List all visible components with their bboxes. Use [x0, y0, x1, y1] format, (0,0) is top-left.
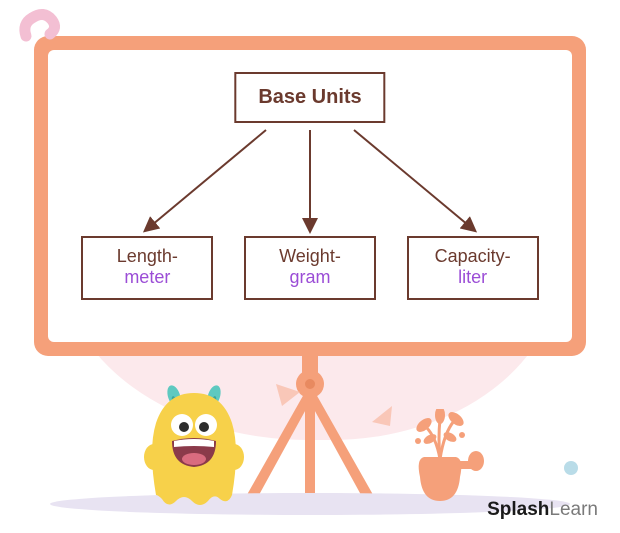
- leaf-row: Length- meter Weight- gram Capacity- lit…: [48, 236, 572, 300]
- triangle-icon: [366, 400, 396, 428]
- monster-character: [142, 379, 252, 509]
- leaf-label: Capacity-: [435, 246, 511, 266]
- leaf-unit: meter: [124, 267, 170, 287]
- leaf-node-capacity: Capacity- liter: [407, 236, 539, 300]
- leaf-node-length: Length- meter: [81, 236, 213, 300]
- brand-logo: SplashLearn: [487, 499, 598, 521]
- squiggle-icon: [18, 6, 72, 54]
- root-node: Base Units: [234, 72, 385, 123]
- tree-arrows: [48, 128, 572, 248]
- dot-icon: [564, 461, 578, 475]
- board-canvas: Base Units Length- meter Weight- gram Ca…: [48, 50, 572, 342]
- brand-part1: Splash: [487, 499, 549, 520]
- leaf-label: Weight-: [279, 246, 341, 266]
- leaf-unit: liter: [458, 267, 487, 287]
- brand-part2: Learn: [549, 499, 598, 520]
- leaf-node-weight: Weight- gram: [244, 236, 376, 300]
- leaf-unit: gram: [289, 267, 330, 287]
- root-label: Base Units: [258, 86, 361, 108]
- triangle-icon: [272, 380, 304, 410]
- plant-icon: [396, 409, 486, 509]
- presentation-board: Base Units Length- meter Weight- gram Ca…: [34, 36, 586, 356]
- leaf-label: Length-: [117, 246, 178, 266]
